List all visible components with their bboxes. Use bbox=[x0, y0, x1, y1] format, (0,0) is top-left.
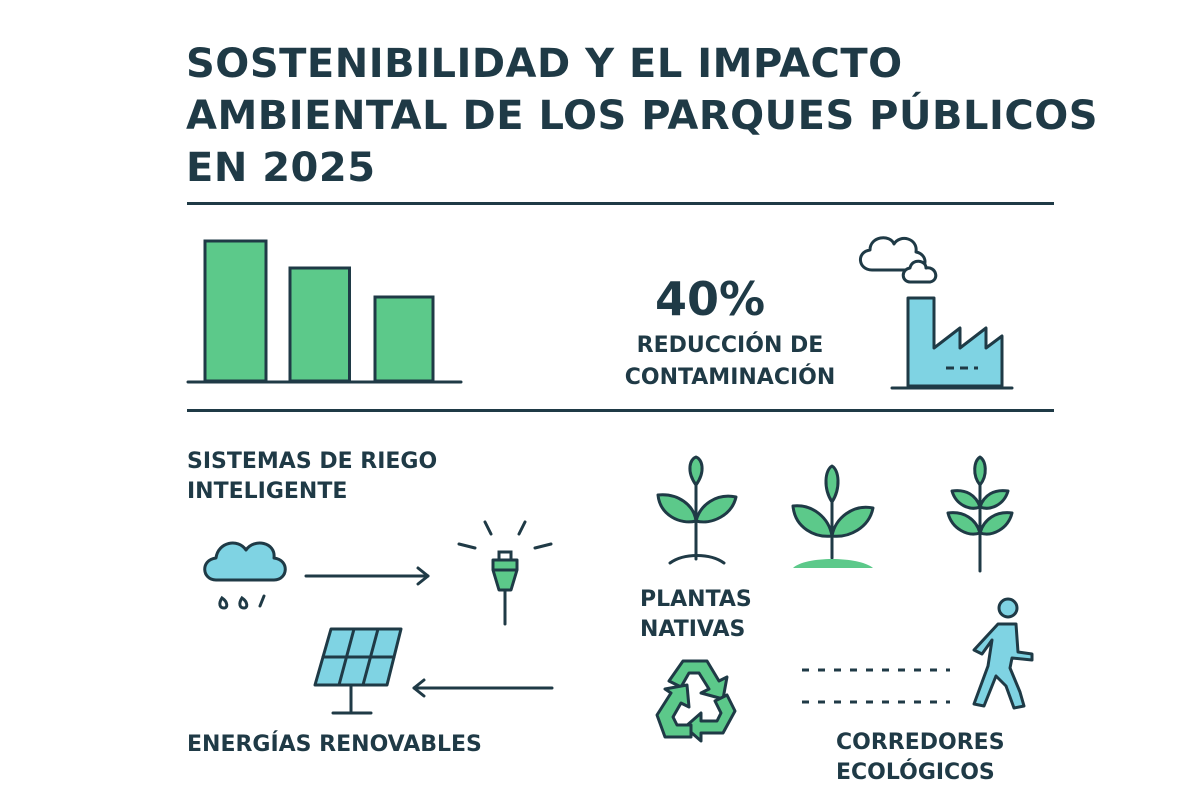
rain-cloud-icon bbox=[203, 541, 287, 610]
sprinkler-icon bbox=[457, 520, 553, 626]
seedling-icon bbox=[791, 464, 875, 568]
arrow-right-icon bbox=[304, 566, 430, 586]
stat-label: REDUCCIÓN DE CONTAMINACIÓN bbox=[615, 330, 845, 394]
sprout-icon bbox=[656, 455, 738, 565]
top-divider bbox=[187, 202, 1054, 205]
fern-icon bbox=[946, 455, 1014, 573]
dashed-path-icon bbox=[802, 668, 950, 704]
recycle-icon bbox=[655, 659, 737, 743]
page-title: SOSTENIBILIDAD Y EL IMPACTO AMBIENTAL DE… bbox=[186, 38, 1099, 194]
title-line-2: AMBIENTAL DE LOS PARQUES PÚBLICOS bbox=[186, 93, 1099, 139]
solar-panel-icon bbox=[313, 627, 403, 715]
plants-label: PLANTAS NATIVAS bbox=[640, 585, 752, 645]
bar-3 bbox=[373, 295, 435, 383]
corridors-label-line-1: CORREDORES bbox=[836, 730, 1005, 755]
middle-divider bbox=[187, 409, 1054, 412]
irrigation-label: SISTEMAS DE RIEGO INTELIGENTE bbox=[187, 447, 437, 507]
plants-label-line-2: NATIVAS bbox=[640, 617, 746, 642]
bar-chart bbox=[186, 239, 463, 384]
plants-label-line-1: PLANTAS bbox=[640, 587, 752, 612]
corridors-label-line-2: ECOLÓGICOS bbox=[836, 760, 995, 785]
title-line-3: EN 2025 bbox=[186, 145, 376, 191]
irrigation-label-line-2: INTELIGENTE bbox=[187, 479, 348, 504]
factory-icon bbox=[859, 236, 1014, 390]
title-line-1: SOSTENIBILIDAD Y EL IMPACTO bbox=[186, 41, 903, 87]
energy-label: ENERGÍAS RENOVABLES bbox=[187, 732, 482, 757]
stat-label-line-1: REDUCCIÓN DE bbox=[636, 333, 824, 358]
bar-2 bbox=[288, 266, 351, 383]
stat-label-line-2: CONTAMINACIÓN bbox=[624, 365, 836, 390]
stat-value: 40% bbox=[655, 272, 766, 326]
irrigation-label-line-1: SISTEMAS DE RIEGO bbox=[187, 449, 438, 474]
corridors-label: CORREDORES ECOLÓGICOS bbox=[836, 728, 1005, 788]
arrow-left-icon bbox=[412, 678, 554, 698]
bar-1 bbox=[203, 239, 268, 383]
walking-person-icon bbox=[972, 597, 1034, 710]
